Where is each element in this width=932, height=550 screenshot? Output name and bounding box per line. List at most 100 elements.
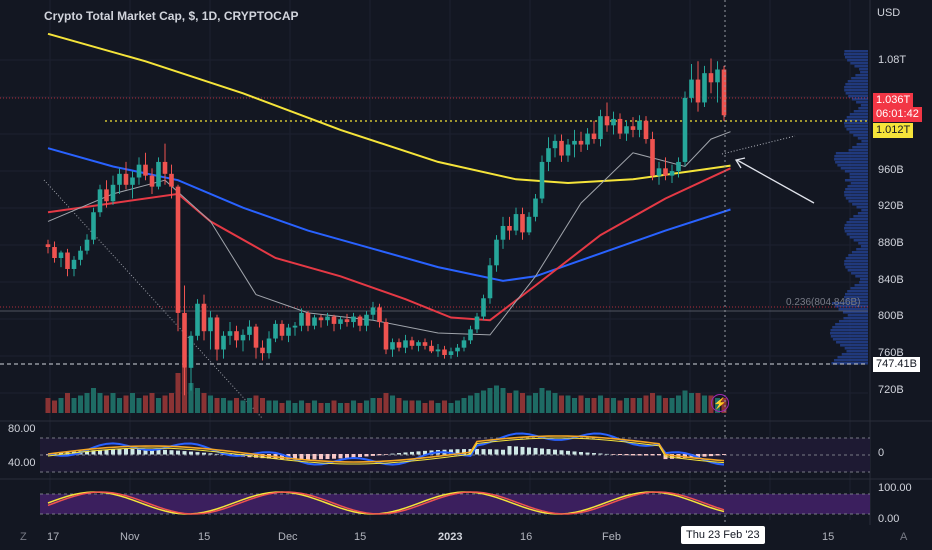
candle-body: [526, 216, 532, 233]
indicator1-histogram-bar: [546, 449, 551, 455]
volume-profile-bar: [844, 224, 868, 227]
volume-profile-bar: [836, 341, 868, 344]
volume-bar: [312, 400, 317, 413]
indicator1-histogram-bar: [559, 450, 564, 455]
price-tick: 1.08T: [878, 54, 907, 66]
volume-bar: [104, 395, 109, 413]
volume-bar: [344, 403, 350, 413]
volume-bar: [396, 398, 402, 413]
indicator1-histogram-bar: [254, 454, 258, 458]
volume-bar: [591, 398, 597, 413]
volume-bar: [598, 395, 603, 413]
indicator1-histogram-bar: [533, 447, 538, 455]
indicator1-histogram-bar: [293, 454, 297, 460]
candle-body: [351, 316, 356, 323]
candle-body: [585, 133, 590, 145]
candle-body: [156, 161, 161, 187]
indicator1-histogram-bar: [195, 452, 200, 455]
candle-body: [221, 335, 226, 350]
time-tick: Dec: [278, 531, 298, 543]
volume-profile-bar: [845, 197, 868, 200]
volume-profile-bar: [851, 98, 868, 101]
volume-profile-bar: [844, 191, 868, 194]
volume-profile-bar: [853, 215, 868, 218]
volume-bar: [526, 395, 532, 413]
candle-body: [84, 239, 90, 251]
candle-body: [364, 314, 369, 326]
zoom-reset-button[interactable]: Z: [20, 531, 27, 543]
volume-profile-bar: [847, 59, 868, 62]
volume-profile-bar: [852, 203, 868, 206]
indicator1-histogram-bar: [481, 449, 486, 455]
indicator1-histogram-bar: [455, 449, 460, 455]
indicator1-histogram-bar: [319, 454, 323, 460]
indicator1-histogram-bar: [598, 453, 603, 455]
indicator1-histogram-bar: [189, 451, 193, 455]
lightning-icon[interactable]: ⚡: [711, 394, 729, 412]
candle-body: [533, 198, 538, 217]
indicator1-histogram-bar: [520, 446, 525, 455]
volume-profile-bar: [859, 68, 868, 71]
volume-profile-bar: [844, 53, 868, 56]
volume-bar: [78, 395, 83, 413]
candle-body: [214, 317, 220, 350]
volume-profile-bar: [848, 200, 868, 203]
price-tick: 960B: [878, 164, 904, 176]
candle-body: [500, 225, 506, 240]
candle-body: [520, 214, 525, 233]
volume-bar: [617, 400, 623, 413]
candle-body: [494, 239, 499, 266]
volume-profile-bar: [846, 116, 868, 119]
candle-body: [630, 126, 636, 130]
volume-profile-bar: [861, 140, 868, 143]
volume-bar: [175, 373, 181, 413]
trend-line: [43, 179, 263, 419]
volume-profile-bar: [843, 317, 868, 320]
volume-bar: [195, 388, 200, 413]
candle-body: [442, 349, 447, 355]
candle-body: [591, 133, 597, 140]
volume-bar: [552, 393, 558, 413]
auto-scale-button[interactable]: A: [900, 531, 908, 543]
candle-body: [195, 303, 200, 336]
volume-profile-bar: [847, 314, 868, 317]
volume-bar: [669, 398, 675, 413]
volume-bar: [403, 400, 408, 413]
volume-bar: [656, 395, 662, 413]
candle-body: [403, 340, 408, 348]
volume-bar: [435, 403, 441, 413]
volume-profile-bar: [845, 266, 868, 269]
candle-body: [357, 316, 363, 326]
volume-bar: [370, 398, 376, 413]
ma200-line: [47, 32, 731, 185]
time-tick-year: 2023: [438, 531, 463, 543]
indicator1-histogram-bar: [358, 454, 362, 457]
volume-bar: [130, 393, 135, 413]
indicator1-histogram-bar: [124, 449, 128, 455]
volume-bar: [611, 398, 616, 413]
volume-bar: [227, 400, 233, 413]
indicator1-histogram-bar: [377, 454, 382, 456]
volume-bar: [494, 385, 499, 413]
indicator1-label-low: 40.00: [8, 457, 36, 469]
volume-bar: [318, 403, 324, 413]
indicator1-histogram-bar: [111, 449, 115, 455]
indicator1-histogram-bar: [572, 451, 577, 455]
volume-bar: [338, 403, 343, 413]
candle-body: [650, 139, 655, 176]
candle-body: [318, 317, 324, 321]
candle-body: [78, 250, 83, 260]
volume-profile-bar: [837, 356, 868, 359]
volume-profile-bar: [844, 50, 868, 53]
volume-bar: [624, 398, 629, 413]
volume-bar: [500, 388, 506, 413]
volume-profile-bar: [849, 218, 868, 221]
candle-body: [266, 338, 272, 354]
volume-profile-bar: [846, 128, 868, 131]
indicator1-histogram-bar: [143, 449, 148, 455]
volume-profile-bar: [845, 257, 868, 260]
volume-profile-bar: [846, 233, 868, 236]
volume-profile-bar: [830, 329, 868, 332]
volume-bar: [682, 390, 688, 413]
